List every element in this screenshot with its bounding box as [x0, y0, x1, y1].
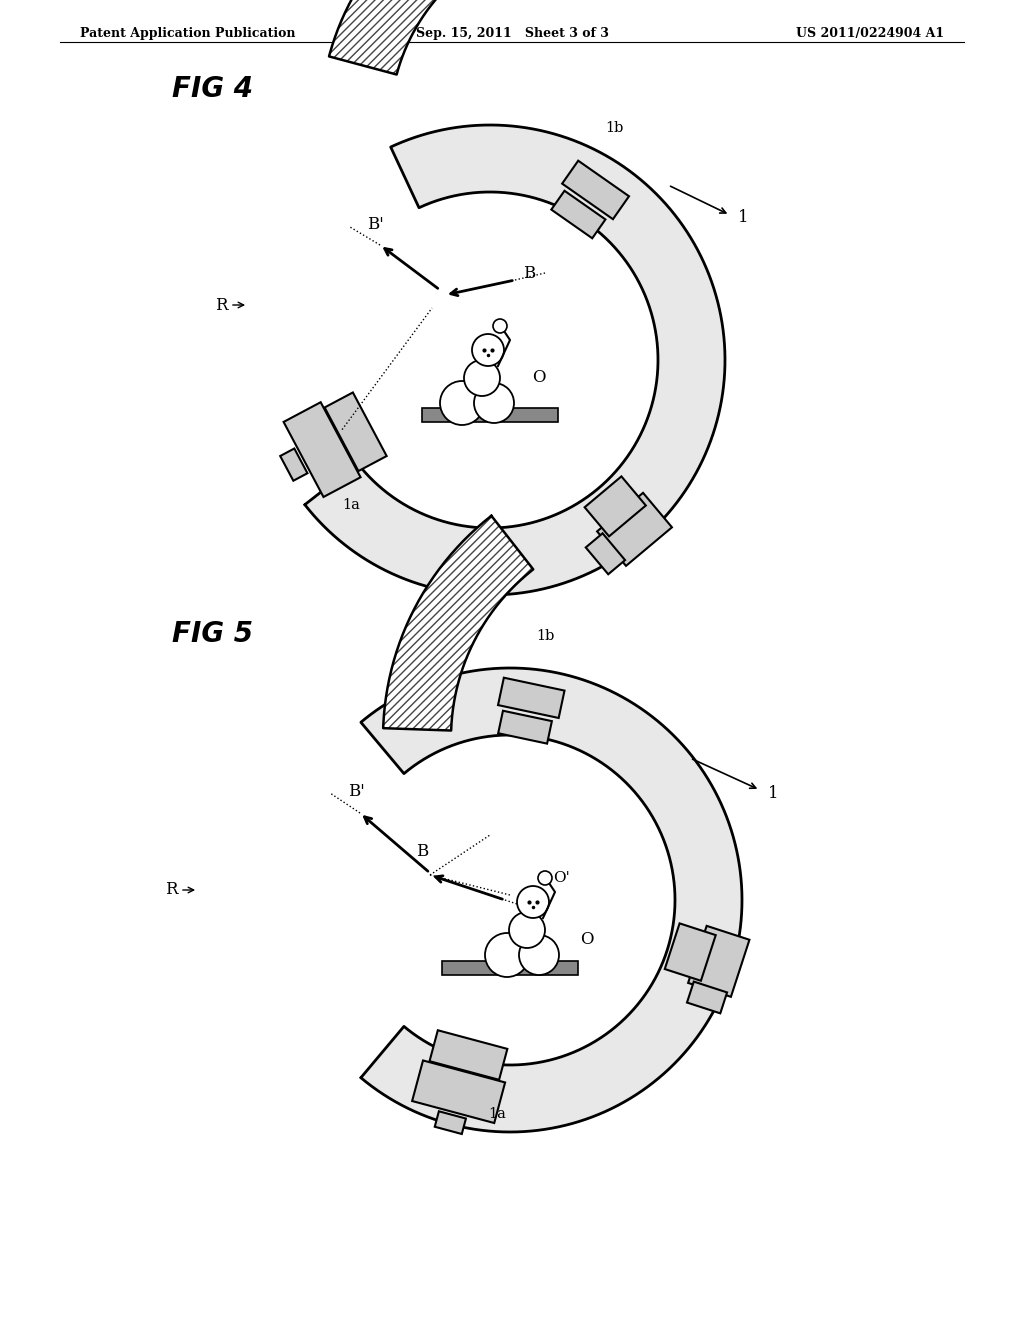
Polygon shape: [688, 925, 750, 997]
Circle shape: [493, 319, 507, 333]
Circle shape: [474, 383, 514, 422]
Text: 1b: 1b: [605, 121, 624, 135]
Polygon shape: [499, 710, 552, 743]
Polygon shape: [281, 449, 307, 480]
Text: O: O: [580, 932, 594, 949]
Text: B: B: [523, 264, 536, 281]
Polygon shape: [687, 982, 727, 1014]
Polygon shape: [586, 533, 625, 574]
Text: Patent Application Publication: Patent Application Publication: [80, 26, 296, 40]
Text: 1b: 1b: [537, 628, 555, 643]
Polygon shape: [665, 924, 716, 981]
Text: 1: 1: [768, 784, 778, 801]
Polygon shape: [284, 403, 360, 498]
Circle shape: [517, 886, 549, 917]
Text: B': B': [348, 783, 365, 800]
Polygon shape: [435, 1111, 466, 1134]
Circle shape: [464, 360, 500, 396]
Bar: [442, 961, 578, 975]
Polygon shape: [412, 1060, 505, 1123]
Circle shape: [485, 933, 529, 977]
Text: R: R: [166, 882, 178, 899]
Text: 1a: 1a: [488, 1106, 507, 1121]
Text: FIG 5: FIG 5: [172, 620, 253, 648]
Circle shape: [509, 912, 545, 948]
Polygon shape: [329, 0, 503, 74]
Polygon shape: [429, 1030, 507, 1080]
Text: O': O': [553, 871, 569, 884]
Polygon shape: [360, 668, 742, 1133]
Text: FIG 4: FIG 4: [172, 75, 253, 103]
Polygon shape: [325, 392, 387, 471]
Text: 1a: 1a: [342, 498, 360, 512]
Polygon shape: [585, 477, 646, 536]
Text: O: O: [532, 370, 546, 387]
Text: US 2011/0224904 A1: US 2011/0224904 A1: [796, 26, 944, 40]
Text: 1: 1: [738, 210, 749, 227]
Circle shape: [472, 334, 504, 366]
Text: R: R: [215, 297, 228, 314]
Polygon shape: [562, 161, 629, 219]
Circle shape: [440, 381, 484, 425]
Bar: [422, 408, 558, 422]
Text: Sep. 15, 2011   Sheet 3 of 3: Sep. 15, 2011 Sheet 3 of 3: [416, 26, 608, 40]
Text: B': B': [367, 216, 384, 234]
Circle shape: [519, 935, 559, 975]
Polygon shape: [383, 516, 534, 730]
Polygon shape: [551, 191, 605, 239]
Polygon shape: [305, 125, 725, 595]
Polygon shape: [498, 677, 564, 718]
Text: B: B: [416, 843, 428, 861]
Polygon shape: [597, 492, 672, 566]
Circle shape: [538, 871, 552, 884]
